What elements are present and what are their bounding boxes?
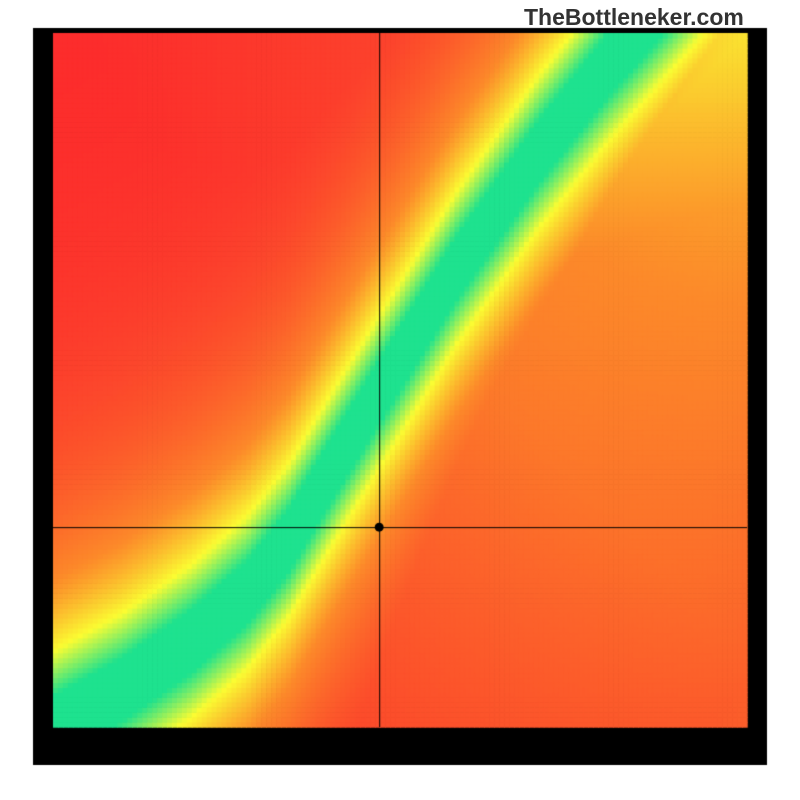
bottleneck-heatmap <box>0 0 800 800</box>
watermark-text: TheBottleneker.com <box>524 4 744 31</box>
